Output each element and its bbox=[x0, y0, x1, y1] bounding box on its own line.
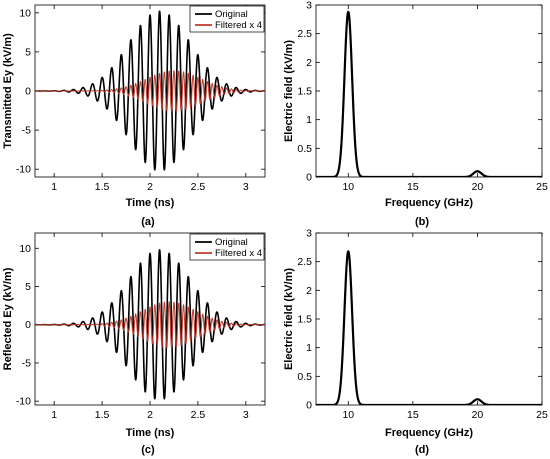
x-axis-label: Frequency (GHz) bbox=[385, 197, 473, 209]
chart-a: 1 1.5 2 2.5 3 -10 -5 0 5 10 Time (ns) Transmitted E… bbox=[2, 4, 266, 228]
y-tick-label: 2 bbox=[306, 285, 312, 297]
y-tick-label: 0 bbox=[25, 319, 31, 331]
x-axis-label: Time (ns) bbox=[126, 197, 175, 209]
y-tick-label: 0 bbox=[25, 86, 31, 98]
x-axis-label: Time (ns) bbox=[126, 427, 175, 439]
chart-b: 10 15 20 25 0 0.5 1 1.5 2 2.5 3 Frequency (GHz) Elec… bbox=[283, 0, 548, 228]
y-tick-label: 0.5 bbox=[297, 143, 312, 155]
y-tick-label: 0 bbox=[306, 172, 312, 184]
x-tick-label: 25 bbox=[536, 181, 548, 193]
y-tick-label: 2 bbox=[306, 57, 312, 69]
panel-caption: (b) bbox=[415, 216, 429, 228]
y-tick-label: 1.5 bbox=[297, 314, 312, 326]
y-tick-label: 0.5 bbox=[297, 371, 312, 383]
y-tick-label: 3 bbox=[306, 228, 312, 240]
y-tick-label: 10 bbox=[19, 7, 31, 19]
y-tick-label: 5 bbox=[25, 281, 31, 293]
y-axis-label: Transmitted Ey (kV/m) bbox=[2, 33, 14, 149]
series-line bbox=[316, 250, 542, 405]
y-tick-label: 2.5 bbox=[297, 256, 312, 268]
y-tick-label: 3 bbox=[306, 0, 312, 12]
y-tick-label: -10 bbox=[16, 396, 31, 408]
x-tick-label: 15 bbox=[407, 409, 419, 421]
x-tick-label: 3 bbox=[243, 409, 249, 421]
legend-entry: Original bbox=[215, 9, 248, 20]
legend-entry: Original bbox=[215, 237, 248, 248]
x-tick-label: 20 bbox=[472, 409, 484, 421]
x-tick-label: 10 bbox=[342, 409, 354, 421]
x-tick-label: 10 bbox=[342, 181, 354, 193]
y-tick-label: -10 bbox=[16, 164, 31, 176]
panel-caption: (c) bbox=[141, 444, 155, 456]
panel-caption: (a) bbox=[141, 216, 155, 228]
y-tick-label: -5 bbox=[22, 125, 31, 137]
series-line-original bbox=[35, 249, 265, 400]
y-tick-label: 10 bbox=[19, 243, 31, 255]
x-tick-label: 20 bbox=[472, 181, 484, 193]
x-tick-label: 3 bbox=[243, 181, 249, 193]
x-tick-label: 1 bbox=[51, 409, 57, 421]
chart-c: 1 1.5 2 2.5 3 -10 -5 0 5 10 Time (ns) Reflected Ey … bbox=[2, 232, 266, 456]
x-tick-label: 2 bbox=[147, 181, 153, 193]
y-tick-label: 0 bbox=[306, 400, 312, 412]
x-tick-label: 1.5 bbox=[95, 409, 110, 421]
x-tick-label: 15 bbox=[407, 181, 419, 193]
y-tick-label: 1 bbox=[306, 342, 312, 354]
series-line-filtered-x-4 bbox=[35, 70, 265, 112]
series-line-filtered-x-4 bbox=[35, 301, 265, 349]
y-tick-label: 1.5 bbox=[297, 86, 312, 98]
x-axis-label: Frequency (GHz) bbox=[385, 427, 473, 439]
series-line-original bbox=[35, 10, 265, 171]
x-tick-label: 25 bbox=[536, 409, 548, 421]
chart-d: 10 15 20 25 0 0.5 1 1.5 2 2.5 3 Frequency (GHz) Elec… bbox=[283, 228, 548, 457]
series-line bbox=[316, 10, 542, 177]
x-tick-label: 1 bbox=[51, 181, 57, 193]
legend-entry: Filtered x 4 bbox=[215, 20, 262, 31]
x-tick-label: 2 bbox=[147, 409, 153, 421]
y-axis-label: Reflected Ey (kV/m) bbox=[2, 267, 14, 370]
y-tick-label: 5 bbox=[25, 46, 31, 58]
x-tick-label: 2.5 bbox=[191, 409, 206, 421]
x-tick-label: 2.5 bbox=[191, 181, 206, 193]
x-tick-label: 1.5 bbox=[95, 181, 110, 193]
y-tick-label: 2.5 bbox=[297, 28, 312, 40]
y-tick-label: 1 bbox=[306, 114, 312, 126]
legend-entry: Filtered x 4 bbox=[215, 248, 262, 259]
y-axis-label: Electric field (kV/m) bbox=[283, 40, 295, 142]
panel-caption: (d) bbox=[415, 444, 429, 456]
y-tick-label: -5 bbox=[22, 357, 31, 369]
y-axis-label: Electric field (kV/m) bbox=[283, 268, 295, 370]
